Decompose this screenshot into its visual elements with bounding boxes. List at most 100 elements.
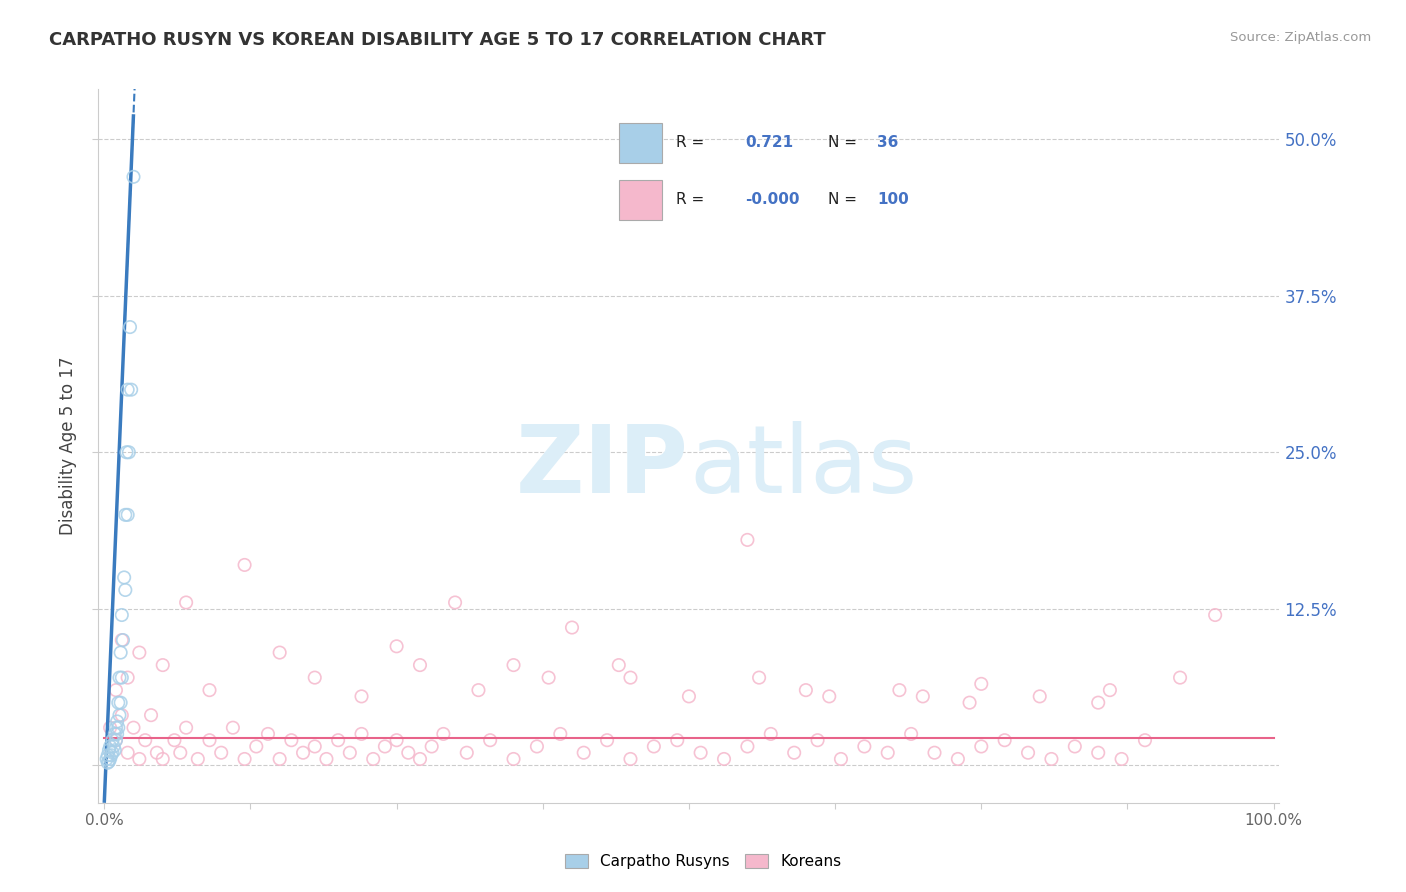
Point <box>420 739 443 754</box>
Point <box>970 739 993 754</box>
Point <box>374 739 396 754</box>
Point <box>1098 683 1121 698</box>
Point <box>128 646 150 660</box>
Point <box>112 570 135 584</box>
Point <box>111 633 134 648</box>
Point <box>198 683 221 698</box>
Point <box>97 755 120 769</box>
Point <box>304 739 326 754</box>
Text: CARPATHO RUSYN VS KOREAN DISABILITY AGE 5 TO 17 CORRELATION CHART: CARPATHO RUSYN VS KOREAN DISABILITY AGE … <box>49 31 825 49</box>
Point <box>169 746 191 760</box>
Point <box>889 683 911 698</box>
Point <box>959 696 981 710</box>
Point <box>385 733 408 747</box>
Point <box>396 746 419 760</box>
Point <box>117 746 139 760</box>
Point <box>100 748 122 763</box>
Point <box>713 752 735 766</box>
Point <box>994 733 1017 747</box>
Point <box>444 595 467 609</box>
Y-axis label: Disability Age 5 to 17: Disability Age 5 to 17 <box>59 357 77 535</box>
Point <box>853 739 876 754</box>
Point <box>1204 607 1226 622</box>
Point <box>97 748 120 763</box>
Point <box>456 746 478 760</box>
Legend: Carpatho Rusyns, Koreans: Carpatho Rusyns, Koreans <box>558 848 848 875</box>
Point <box>1087 696 1109 710</box>
Point <box>105 714 128 729</box>
Point <box>269 752 291 766</box>
Point <box>561 621 583 635</box>
Point <box>152 752 174 766</box>
Point <box>537 671 560 685</box>
Point <box>794 683 817 698</box>
Point <box>361 752 384 766</box>
Point <box>502 752 524 766</box>
Point <box>114 508 136 522</box>
Text: atlas: atlas <box>689 421 917 514</box>
Point <box>911 690 934 704</box>
Point <box>876 746 898 760</box>
Point <box>104 683 127 698</box>
Point <box>1133 733 1156 747</box>
Point <box>107 721 129 735</box>
Point <box>118 320 141 334</box>
Point <box>737 533 759 547</box>
Point <box>104 743 127 757</box>
Point <box>98 739 121 754</box>
Point <box>97 743 120 757</box>
Point <box>115 445 138 459</box>
Point <box>502 658 524 673</box>
Point <box>118 445 141 459</box>
Point <box>1040 752 1063 766</box>
Point <box>111 633 134 648</box>
Point <box>128 752 150 766</box>
Point <box>1029 690 1052 704</box>
Point <box>110 646 132 660</box>
Point <box>174 721 197 735</box>
Point <box>114 582 136 597</box>
Point <box>280 733 302 747</box>
Point <box>315 752 337 766</box>
Point <box>101 746 124 760</box>
Point <box>385 640 408 654</box>
Point <box>1063 739 1085 754</box>
Point <box>120 383 142 397</box>
Point <box>174 595 197 609</box>
Point <box>339 746 361 760</box>
Point <box>257 727 280 741</box>
Point <box>117 671 139 685</box>
Point <box>103 739 125 754</box>
Point <box>122 169 145 184</box>
Point <box>619 671 641 685</box>
Point <box>117 508 139 522</box>
Point <box>104 721 127 735</box>
Point <box>101 733 124 747</box>
Point <box>479 733 502 747</box>
Point <box>111 708 134 723</box>
Point <box>409 752 432 766</box>
Point <box>1111 752 1133 766</box>
Point <box>1087 746 1109 760</box>
Point <box>233 558 256 572</box>
Point <box>292 746 315 760</box>
Point <box>783 746 806 760</box>
Point <box>759 727 782 741</box>
Point <box>111 671 134 685</box>
Text: ZIP: ZIP <box>516 421 689 514</box>
Point <box>96 752 118 766</box>
Point <box>98 721 121 735</box>
Point <box>924 746 946 760</box>
Point <box>326 733 349 747</box>
Point <box>350 690 373 704</box>
Text: Source: ZipAtlas.com: Source: ZipAtlas.com <box>1230 31 1371 45</box>
Point <box>117 383 139 397</box>
Point <box>134 733 156 747</box>
Point <box>245 739 267 754</box>
Point <box>1017 746 1039 760</box>
Point <box>607 658 630 673</box>
Point <box>209 746 232 760</box>
Point <box>619 752 641 766</box>
Point <box>163 733 186 747</box>
Point <box>806 733 828 747</box>
